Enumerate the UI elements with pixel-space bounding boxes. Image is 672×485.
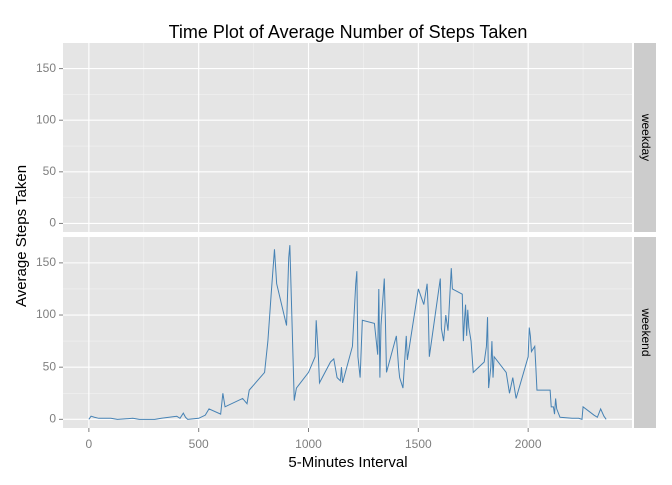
panel-background bbox=[63, 43, 632, 232]
y-tick-label: 100 bbox=[36, 307, 56, 321]
strip-background bbox=[634, 43, 656, 232]
chart-title: Time Plot of Average Number of Steps Tak… bbox=[169, 22, 528, 42]
x-tick-label: 2000 bbox=[515, 437, 542, 451]
y-tick-label: 0 bbox=[49, 412, 56, 426]
series-line bbox=[88, 245, 607, 421]
y-tick-label: 150 bbox=[36, 61, 56, 75]
x-tick-label: 1500 bbox=[405, 437, 432, 451]
y-tick-label: 100 bbox=[36, 112, 56, 126]
strip-label: weekday bbox=[639, 113, 653, 161]
y-tick-label: 150 bbox=[36, 255, 56, 269]
x-tick-label: 500 bbox=[189, 437, 209, 451]
y-axis-label: Average Steps Taken bbox=[13, 165, 30, 307]
strip-background bbox=[634, 237, 656, 428]
y-tick-label: 50 bbox=[43, 359, 57, 373]
x-tick-label: 1000 bbox=[295, 437, 322, 451]
strip-label: weekend bbox=[639, 307, 653, 356]
x-tick-label: 0 bbox=[86, 437, 93, 451]
y-tick-label: 50 bbox=[43, 164, 57, 178]
panel-background bbox=[63, 237, 632, 428]
x-axis-label: 5-Minutes Interval bbox=[288, 454, 407, 471]
y-tick-label: 0 bbox=[49, 216, 56, 230]
